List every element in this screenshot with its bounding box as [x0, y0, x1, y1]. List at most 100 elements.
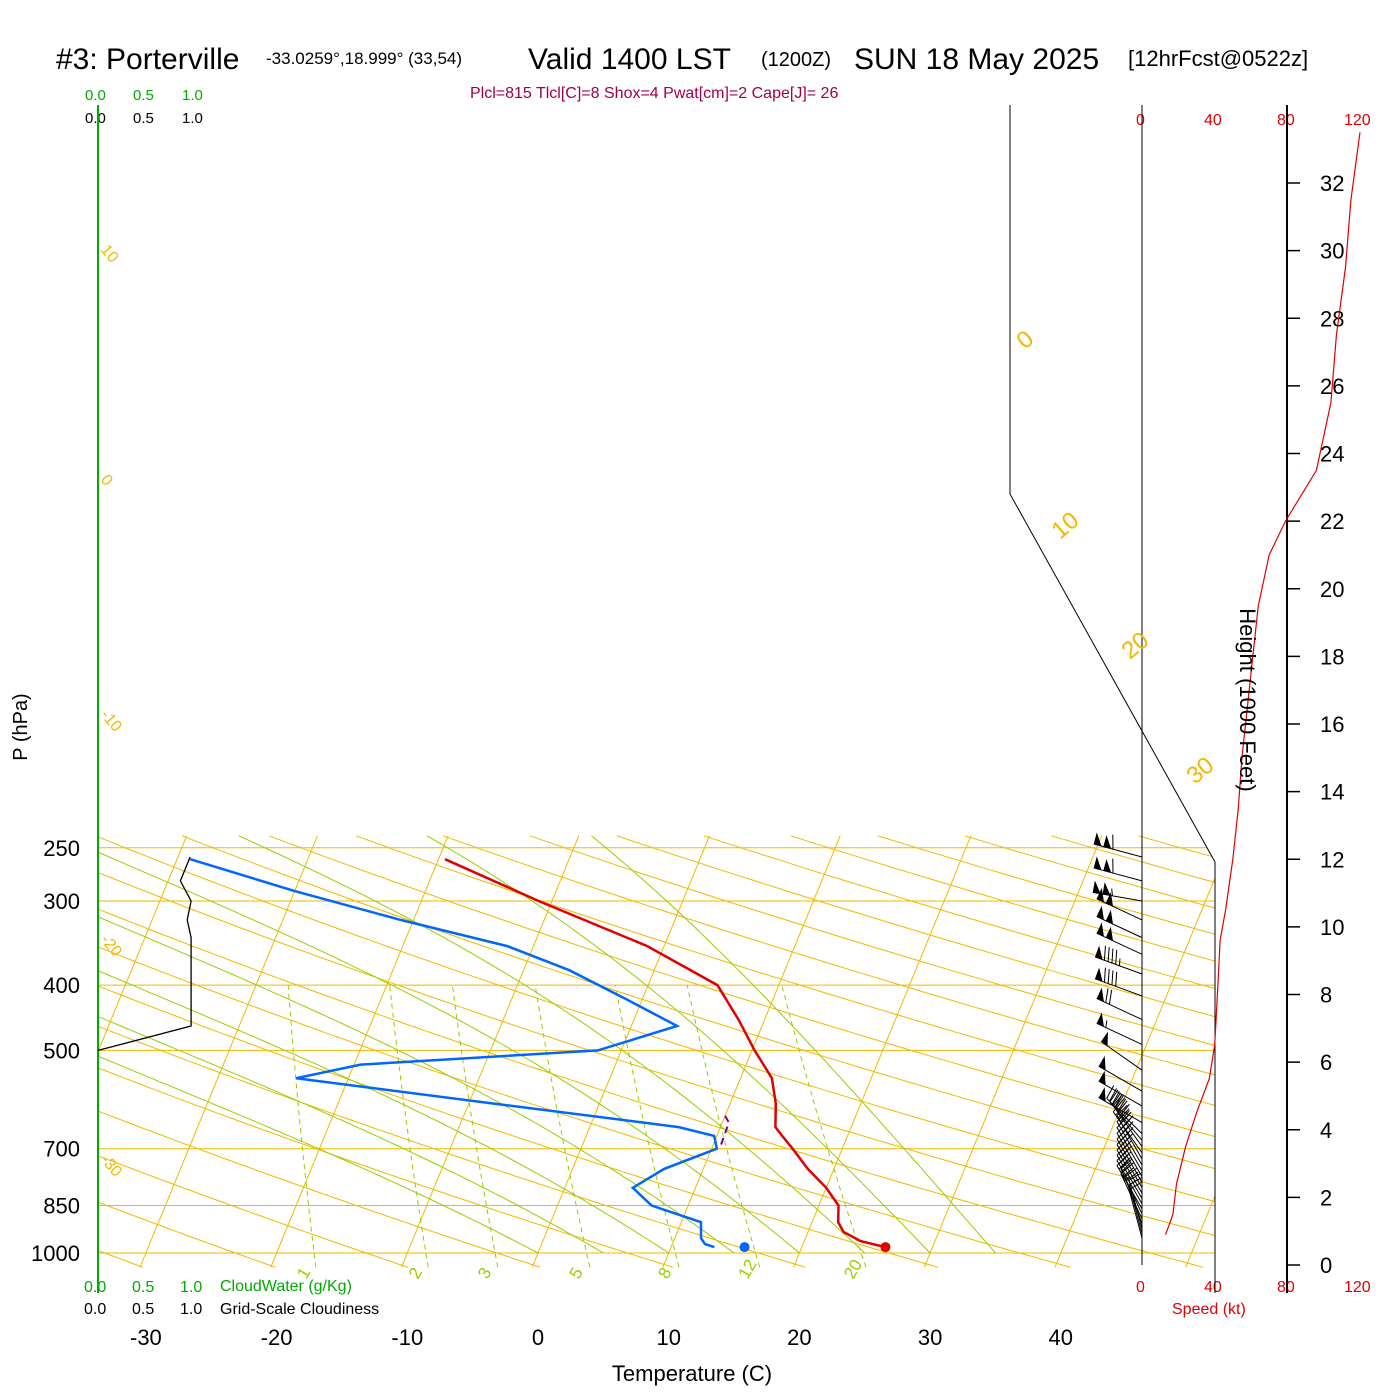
speed-tick-top-2: 80	[1277, 112, 1295, 129]
height-tick-label: 10	[1320, 915, 1344, 940]
isotherm-line	[400, 835, 580, 1268]
axes: -30 -20 -10 0 10 20 30 402503004005007008501000…	[31, 171, 1344, 1350]
height-tick-label: 22	[1320, 509, 1344, 534]
dry-adiabat-line	[98, 835, 1215, 1268]
mixing-ratio-line	[686, 984, 761, 1268]
height-tick-label: 18	[1320, 644, 1344, 669]
wind-barb-staff	[1120, 1173, 1143, 1220]
wind-barb-half-feather	[1118, 958, 1121, 966]
x-axis-label: Temperature (C)	[612, 1361, 772, 1386]
dry-adiabat-label: -30	[97, 1152, 125, 1181]
cloudwater-tick-top-1: 0.5	[133, 87, 154, 104]
cloudwater-tick-bottom-0: 0.0	[84, 1279, 106, 1296]
wind-barb-pennant	[1098, 1055, 1106, 1071]
height-axis-label: Height (1000 Feet)	[1235, 608, 1260, 791]
moist-adiabat-line	[98, 835, 539, 1254]
wind-barb-staff	[1094, 978, 1143, 997]
isotherm-line	[662, 835, 841, 1268]
wind-barb	[1100, 1031, 1143, 1071]
wind-barb-feather	[1124, 1167, 1137, 1178]
isotherm-label: 20	[1117, 627, 1155, 665]
dry-adiabat-line	[98, 835, 674, 1268]
wind-barb-feather	[1125, 1171, 1139, 1181]
isotherm-line	[270, 835, 449, 1268]
cloudiness-tick-top-1: 0.5	[133, 110, 154, 127]
valid-date: SUN 18 May 2025	[854, 43, 1099, 76]
wind-barb	[1128, 1181, 1143, 1239]
x-tick-label: -10	[391, 1325, 423, 1350]
mixing-ratio-line	[534, 985, 591, 1268]
mixing-ratio-line	[451, 985, 499, 1268]
height-tick-label: 32	[1320, 171, 1344, 196]
wind-barb-staff	[1096, 997, 1143, 1021]
wind-barb	[1096, 922, 1143, 955]
wind-barb	[1094, 945, 1143, 975]
plot-right-edge	[1009, 105, 1216, 1293]
sounding-profiles	[189, 858, 891, 1253]
isotherm-line	[923, 835, 1103, 1268]
moist-adiabat-line	[591, 835, 996, 1254]
dry-adiabat-line	[703, 835, 1215, 1268]
wind-barb-feather	[1119, 1110, 1130, 1123]
station-title: #3: Porterville	[56, 43, 239, 76]
wind-barb-feather	[1118, 1158, 1130, 1170]
dry-adiabat-line	[442, 835, 1215, 1268]
wind-barb-pennant	[1105, 926, 1113, 941]
wind-barb-pennant	[1101, 1031, 1108, 1047]
cloudwater-tick-bottom-1: 0.5	[132, 1279, 154, 1296]
speed-tick-top-3: 120	[1344, 112, 1371, 129]
cloudwater-tick-bottom-2: 1.0	[180, 1279, 202, 1296]
height-tick-label: 2	[1320, 1185, 1332, 1210]
dry-adiabat-line	[182, 835, 1215, 1268]
dry-adiabat-line	[98, 835, 1215, 1268]
dry-adiabat-line	[98, 835, 409, 1268]
wind-barb-pennant	[1098, 1070, 1106, 1086]
wind-barb-feather	[1128, 1172, 1142, 1181]
wind-barb-feather	[1111, 970, 1114, 985]
wind-barb-staff	[1098, 1065, 1143, 1092]
surface-temperature-dot	[880, 1242, 891, 1253]
wind-barb-pennant	[1096, 1012, 1104, 1027]
height-tick-label: 24	[1320, 442, 1344, 467]
sounding-indices: Plcl=815 Tlcl[C]=8 Shox=4 Pwat[cm]=2 Cap…	[470, 85, 838, 102]
isotherm-label: 10	[1047, 507, 1085, 545]
valid-time: Valid 1400 LST	[528, 43, 731, 76]
wind-barb-half-feather	[1105, 1020, 1108, 1028]
height-tick-label: 4	[1320, 1118, 1332, 1143]
isotherm-label: 0	[1012, 325, 1040, 354]
parcel-line	[720, 1112, 730, 1145]
dry-adiabat-line	[1051, 835, 1215, 1268]
speed-tick-bottom-3: 120	[1344, 1279, 1371, 1296]
cloudwater-tick-top-0: 0.0	[85, 87, 106, 104]
dry-adiabat-line	[98, 835, 1071, 1268]
wind-barbs	[1092, 832, 1143, 1239]
wind-barb-feather	[1103, 967, 1106, 983]
wind-barb-feather	[1120, 1158, 1133, 1170]
dry-adiabat-label: 10	[97, 242, 122, 267]
wind-barb	[1093, 832, 1143, 858]
wind-barb-feather	[1116, 1116, 1128, 1128]
surface-dewpoint-dot	[739, 1242, 750, 1253]
pressure-tick-label: 1000	[31, 1241, 80, 1266]
wind-barb-feather	[1115, 971, 1118, 987]
cloudwater-scale-top: 0.0 0.5 1.0 0.0 0.5 1.0	[85, 87, 203, 127]
mixing-ratio-label: 12	[735, 1256, 761, 1282]
wind-barb-pennant	[1102, 882, 1111, 896]
height-tick-label: 30	[1320, 239, 1344, 264]
mixing-ratio-line	[389, 985, 429, 1268]
dry-adiabat-line	[98, 835, 276, 1268]
wind-barb-feather	[1116, 1122, 1128, 1134]
wind-barb-feather	[1115, 1103, 1126, 1116]
wind-barb-feather	[1109, 1088, 1117, 1102]
wind-barb-staff	[1096, 1022, 1143, 1045]
dry-adiabat-line	[529, 835, 1215, 1268]
speed-tick-bottom-0: 0	[1136, 1279, 1145, 1296]
pressure-tick-label: 500	[43, 1038, 80, 1063]
plot-frame	[97, 105, 1288, 1293]
wind-barb-feather	[1112, 1092, 1121, 1106]
wind-barb-feather	[1128, 1181, 1142, 1191]
wind-barb	[1098, 1055, 1143, 1092]
wind-barb-feather	[1117, 1098, 1127, 1112]
wind-barb-feather	[1111, 1091, 1120, 1105]
wind-barb-staff	[1096, 898, 1143, 921]
